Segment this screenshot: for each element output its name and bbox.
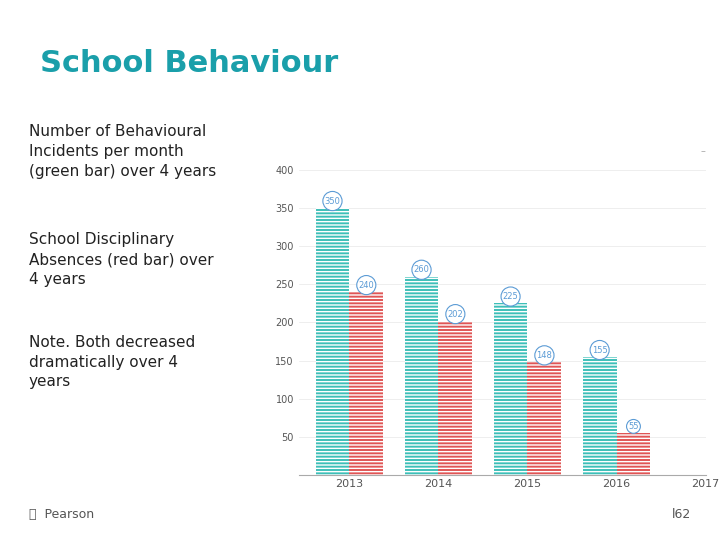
Text: 202: 202 [448,309,463,319]
Bar [528,362,562,475]
Text: 350: 350 [325,197,341,206]
Text: l62: l62 [672,508,691,521]
Text: Ⓟ  Pearson: Ⓟ Pearson [29,508,94,521]
Bar [405,276,438,475]
Bar [315,208,349,475]
Text: 148: 148 [536,351,552,360]
Text: School Behaviour: School Behaviour [40,49,338,78]
Bar [405,276,438,475]
Bar [616,433,650,475]
Bar [528,362,562,475]
Text: Note. Both decreased
dramatically over 4
years: Note. Both decreased dramatically over 4… [29,335,195,389]
Bar [494,303,528,475]
Bar [438,321,472,475]
Text: School Disciplinary
Absences (red bar) over
4 years: School Disciplinary Absences (red bar) o… [29,232,213,287]
Bar [582,357,616,475]
Text: Number of Behavioural
Incidents per month
(green bar) over 4 years: Number of Behavioural Incidents per mont… [29,124,216,179]
Text: 155: 155 [592,346,608,354]
Text: 225: 225 [503,292,518,301]
Text: 55: 55 [629,422,639,431]
Bar [616,433,650,475]
Bar [349,292,383,475]
Bar [582,357,616,475]
Text: 240: 240 [359,281,374,289]
Bar [438,321,472,475]
Text: 260: 260 [413,265,429,274]
Bar [494,303,528,475]
Bar [349,292,383,475]
Bar [315,208,349,475]
Text: –: – [701,146,706,156]
